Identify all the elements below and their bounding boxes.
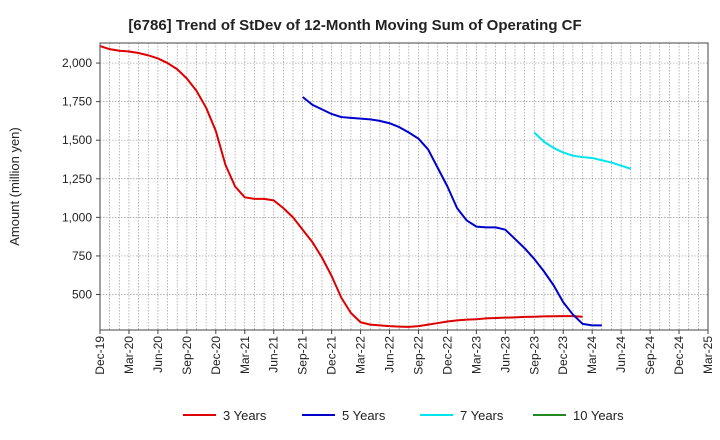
x-tick-label: Mar-25	[701, 336, 715, 374]
series-lines	[99, 45, 632, 328]
legend: 3 Years 5 Years 7 Years 10 Years	[183, 408, 624, 423]
series-line-7-years	[533, 131, 632, 170]
y-tick-label: 1,250	[62, 172, 92, 186]
plot-frame	[99, 42, 709, 331]
x-axis-ticks: Dec-19 Mar-20 Jun-20 Sep-20 Dec-20 Mar-21 Jun-…	[93, 330, 715, 375]
x-tick-label: Sep-20	[180, 336, 194, 375]
chart-title: [6786] Trend of StDev of 12-Month Moving…	[128, 17, 581, 34]
x-tick-label: Mar-23	[469, 336, 483, 374]
x-tick-label: Mar-22	[354, 336, 368, 374]
y-axis-label: Amount (million yen)	[7, 127, 22, 246]
x-tick-label: Dec-19	[93, 336, 107, 375]
x-tick-label: Sep-23	[527, 336, 541, 375]
legend-label: 3 Years	[223, 408, 267, 423]
x-tick-label: Sep-21	[296, 336, 310, 375]
x-tick-label: Dec-23	[556, 336, 570, 375]
y-tick-label: 1,750	[62, 95, 92, 109]
x-tick-label: Sep-22	[411, 336, 425, 375]
x-tick-label: Dec-20	[209, 336, 223, 375]
y-axis-ticks: 500 750 1,000 1,250 1,500 1,750 2,000	[62, 56, 100, 302]
x-tick-label: Mar-20	[122, 336, 136, 374]
y-tick-label: 500	[72, 288, 92, 302]
x-tick-label: Mar-24	[585, 336, 599, 374]
x-tick-label: Mar-21	[238, 336, 252, 374]
x-tick-label: Dec-21	[325, 336, 339, 375]
legend-label: 7 Years	[460, 408, 504, 423]
legend-label: 10 Years	[573, 408, 624, 423]
y-tick-label: 1,500	[62, 133, 92, 147]
series-line-3-years	[99, 45, 583, 328]
x-tick-label: Dec-22	[440, 336, 454, 375]
y-tick-label: 750	[72, 249, 92, 263]
x-tick-label: Dec-24	[672, 336, 686, 375]
x-tick-label: Sep-24	[643, 336, 657, 375]
grid	[100, 43, 708, 330]
y-tick-label: 2,000	[62, 56, 92, 70]
series-line-5-years	[302, 96, 602, 327]
x-tick-label: Jun-20	[151, 336, 165, 373]
y-tick-label: 1,000	[62, 210, 92, 224]
x-tick-label: Jun-23	[498, 336, 512, 373]
x-tick-label: Jun-22	[383, 336, 397, 373]
x-tick-label: Jun-21	[267, 336, 281, 373]
x-tick-label: Jun-24	[614, 336, 628, 373]
legend-label: 5 Years	[342, 408, 386, 423]
